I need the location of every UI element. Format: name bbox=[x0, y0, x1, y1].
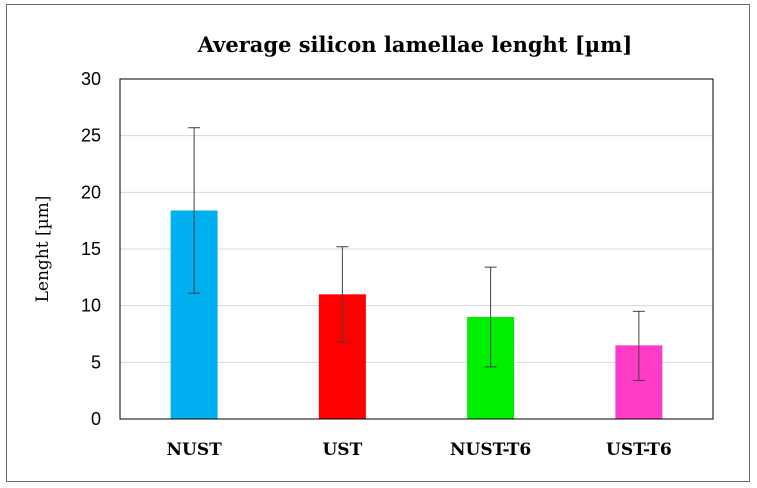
gridlines bbox=[120, 135, 713, 363]
x-tick-label: UST bbox=[322, 440, 362, 460]
plot-area-border bbox=[119, 78, 714, 420]
x-tick-label: NUST-T6 bbox=[450, 440, 531, 460]
y-tick-label: 0 bbox=[91, 409, 101, 429]
x-tick-label: UST-T6 bbox=[606, 440, 672, 460]
bars bbox=[170, 210, 663, 419]
y-tick-label: 10 bbox=[81, 296, 101, 316]
y-tick-label: 30 bbox=[81, 69, 101, 89]
y-tick-label: 25 bbox=[81, 126, 101, 146]
y-tick-label: 15 bbox=[81, 239, 101, 259]
y-axis-ticks: 0 5 10 15 20 25 30 bbox=[81, 69, 101, 429]
y-tick-label: 5 bbox=[91, 352, 101, 372]
y-axis-label: Lenght [µm] bbox=[33, 196, 53, 303]
error-bars bbox=[188, 127, 645, 381]
x-axis-labels: NUST UST NUST-T6 UST-T6 bbox=[166, 440, 671, 460]
y-tick-label: 20 bbox=[81, 182, 101, 202]
x-tick-label: NUST bbox=[166, 440, 222, 460]
chart-title: Average silicon lamellae lenght [µm] bbox=[197, 32, 633, 57]
